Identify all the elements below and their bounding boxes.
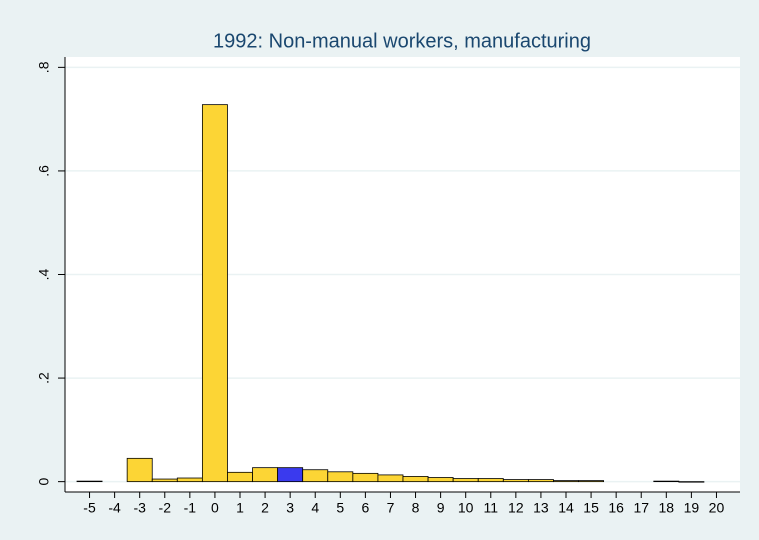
bar — [452, 478, 479, 483]
bar — [327, 471, 354, 483]
y-tick-label: .6 — [36, 165, 52, 177]
bar — [678, 481, 705, 483]
x-tick-label: 16 — [608, 500, 624, 516]
x-tick-label: 8 — [412, 500, 420, 516]
chart-title: 1992: Non-manual workers, manufacturing — [213, 30, 591, 52]
bar — [527, 479, 554, 483]
bar — [477, 478, 504, 483]
bar — [578, 480, 605, 483]
y-tick-label: 0 — [36, 478, 52, 486]
x-tick-label: 13 — [533, 500, 549, 516]
x-tick-label: 3 — [286, 500, 294, 516]
x-tick-label: 12 — [508, 500, 524, 516]
bar — [402, 476, 429, 483]
x-tick-label: 2 — [261, 500, 269, 516]
bar — [427, 477, 454, 483]
bar — [653, 480, 680, 483]
bar — [126, 457, 153, 483]
x-tick-label: 18 — [659, 500, 675, 516]
x-tick-label: -1 — [184, 500, 197, 516]
bar — [201, 104, 228, 483]
bar — [352, 472, 379, 483]
bar — [502, 479, 529, 483]
y-tick-label: .4 — [36, 268, 52, 280]
x-tick-label: -5 — [83, 500, 96, 516]
bar — [252, 467, 279, 483]
x-tick-label: 14 — [558, 500, 574, 516]
x-tick-label: 11 — [483, 500, 498, 516]
x-tick-label: 9 — [437, 500, 445, 516]
x-tick-label: 6 — [361, 500, 369, 516]
bar — [302, 469, 329, 483]
x-tick-label: 7 — [387, 500, 395, 516]
x-tick-label: 17 — [633, 500, 649, 516]
bar — [553, 480, 579, 483]
bar — [227, 471, 253, 483]
x-tick-label: 5 — [336, 500, 344, 516]
x-tick-label: 10 — [458, 500, 474, 516]
x-tick-label: -4 — [108, 500, 121, 516]
bar — [277, 467, 304, 483]
x-tick-label: 15 — [583, 500, 599, 516]
x-tick-label: 20 — [709, 500, 725, 516]
bar — [76, 480, 103, 483]
x-tick-label: 0 — [211, 500, 219, 516]
bar — [176, 477, 203, 483]
bar — [151, 478, 178, 483]
x-tick-label: 1 — [236, 500, 244, 516]
x-tick-label: 19 — [684, 500, 700, 516]
x-tick-label: -2 — [159, 500, 172, 516]
bar — [377, 474, 404, 483]
y-tick-label: .8 — [36, 61, 52, 73]
x-tick-label: 4 — [311, 500, 319, 516]
y-tick-label: .2 — [36, 372, 52, 384]
x-tick-label: -3 — [133, 500, 146, 516]
